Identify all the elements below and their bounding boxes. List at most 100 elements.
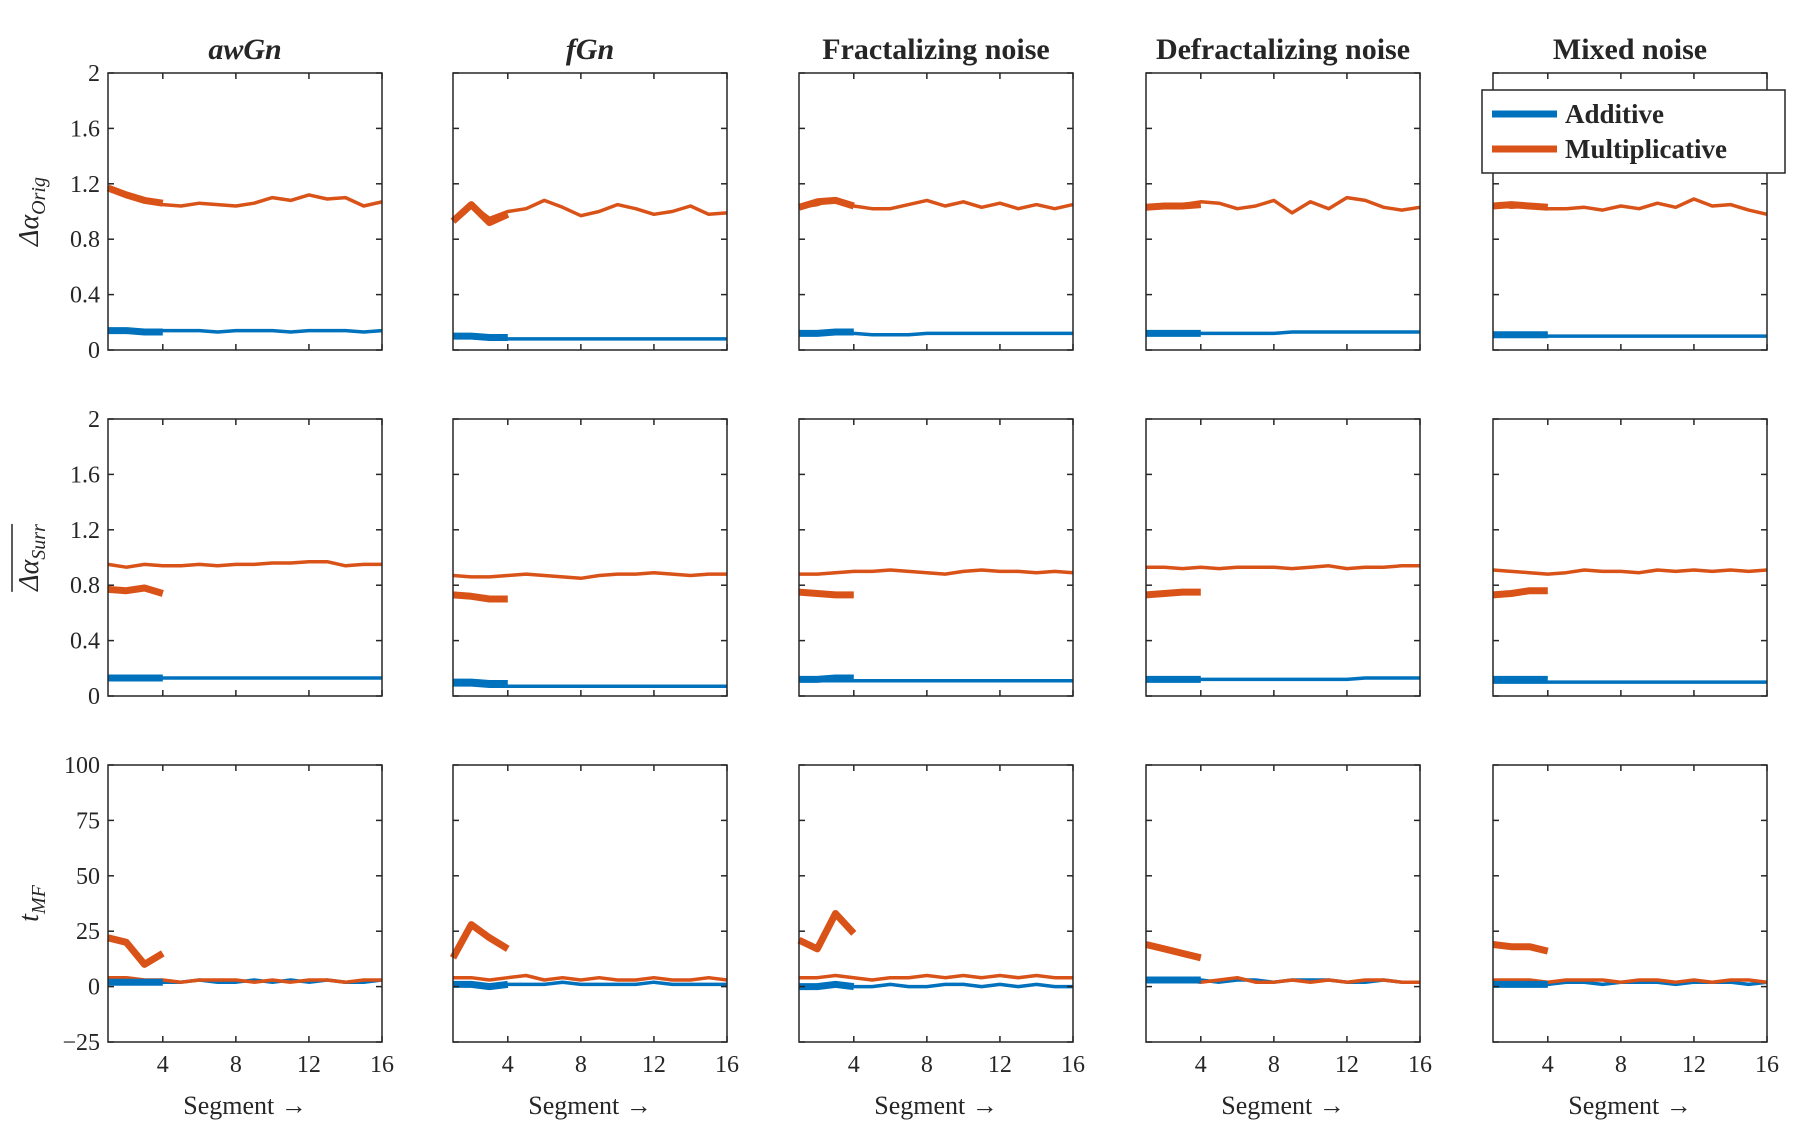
x-tick-label: 16 (1755, 1052, 1779, 1078)
segment-mean-line (453, 332, 508, 341)
mean-line (453, 973, 728, 982)
y-label-sub: Orig (28, 177, 50, 215)
y-axis-label: tMF (14, 884, 50, 921)
x-tick-label: 12 (988, 1052, 1012, 1078)
y-axis-label-text: ΔαSurr (14, 524, 50, 592)
x-tick-label: 4 (848, 1052, 860, 1078)
y-tick-label: 0 (88, 975, 100, 1001)
axes-frame (1145, 764, 1421, 1043)
y-label-main: Δα (14, 558, 45, 591)
axes-frame (107, 418, 383, 697)
y-tick-label: 1.2 (70, 518, 100, 544)
legend-label: Multiplicative (1565, 134, 1727, 164)
segment-mean-line (453, 678, 508, 687)
x-axis-label: Segment → (1568, 1091, 1692, 1120)
x-tick-label: 8 (575, 1052, 587, 1078)
x-axis-label: Segment → (1221, 1091, 1345, 1120)
axes-frame (1492, 764, 1768, 1043)
y-tick-label: 1.6 (70, 462, 100, 488)
y-tick-label: 1.6 (70, 116, 100, 142)
mean-line (107, 559, 382, 569)
y-tick-label: 100 (64, 753, 100, 779)
y-axis-label: ΔαOrig (14, 177, 50, 247)
axes-frame (1492, 72, 1768, 351)
segment-mean-line (799, 328, 854, 337)
segment-mean-line (108, 327, 163, 336)
x-tick-label: 12 (297, 1052, 321, 1078)
y-tick-label: 25 (76, 919, 100, 945)
y-tick-label: 2 (88, 407, 100, 433)
axes-frame (798, 764, 1074, 1043)
segment-mean-line (799, 980, 855, 991)
segment-mean-line (107, 934, 165, 968)
axes-frame (798, 72, 1074, 351)
segment-mean-line (450, 201, 510, 227)
y-axis-label-text: tMF (14, 884, 50, 921)
axes-frame (452, 418, 728, 697)
segment-mean-line (1492, 587, 1548, 599)
y-tick-label: 0.4 (70, 283, 100, 309)
axes-frame (1145, 72, 1421, 351)
y-label-sub: Surr (28, 524, 50, 560)
y-label-main: t (14, 913, 45, 922)
mean-line (799, 973, 1073, 982)
y-tick-label: 75 (76, 808, 100, 834)
mean-line (452, 570, 727, 581)
axes-frame (452, 72, 728, 351)
mean-line (799, 568, 1074, 576)
legend-box (1481, 89, 1786, 174)
y-label-main: Δα (14, 214, 45, 247)
panel-title: Defractalizing noise (1156, 33, 1410, 66)
y-tick-label: 0 (88, 338, 100, 364)
x-tick-label: 8 (921, 1052, 933, 1078)
segment-mean-line (797, 910, 857, 953)
y-tick-label: 2 (88, 61, 100, 87)
y-tick-label: −25 (62, 1030, 100, 1056)
x-axis-label: Segment → (874, 1091, 998, 1120)
axes-frame (1492, 418, 1768, 697)
panel-title: Mixed noise (1553, 33, 1707, 66)
segment-mean-line (106, 184, 164, 207)
axes-frame (107, 72, 383, 351)
x-tick-label: 8 (1615, 1052, 1627, 1078)
legend-label: Additive (1565, 99, 1664, 129)
segment-mean-line (107, 584, 164, 597)
x-tick-label: 4 (1195, 1052, 1207, 1078)
x-tick-label: 16 (1408, 1052, 1432, 1078)
axes-frame (107, 764, 383, 1043)
y-tick-label: 1.2 (70, 172, 100, 198)
y-tick-label: 50 (76, 864, 100, 890)
segment-mean-line (1492, 941, 1549, 955)
x-tick-label: 4 (1542, 1052, 1554, 1078)
segment-mean-line (452, 591, 508, 603)
segment-mean-line (797, 196, 855, 211)
y-label-sub: MF (28, 884, 50, 915)
segment-mean-line (798, 588, 854, 599)
x-tick-label: 4 (502, 1052, 514, 1078)
axes-frame (452, 764, 728, 1043)
x-tick-label: 4 (157, 1052, 169, 1078)
mean-line (1146, 564, 1420, 571)
mean-line (1492, 568, 1768, 576)
y-axis-label-text: ΔαOrig (14, 177, 50, 247)
y-axis-label: ΔαSurr (11, 523, 50, 592)
x-tick-label: 8 (1268, 1052, 1280, 1078)
x-axis-label: Segment → (183, 1091, 307, 1120)
segment-mean-line (453, 980, 509, 991)
x-tick-label: 12 (642, 1052, 666, 1078)
panel-title: fGn (566, 33, 614, 66)
segment-mean-line (1145, 201, 1202, 211)
segment-mean-line (1145, 941, 1202, 962)
segment-mean-line (799, 674, 854, 683)
y-tick-label: 0.4 (70, 629, 100, 655)
axes-frame (1145, 418, 1421, 697)
panel-title: Fractalizing noise (822, 33, 1049, 66)
segment-mean-line (1492, 201, 1549, 211)
x-axis-label: Segment → (528, 1091, 652, 1120)
x-tick-label: 16 (715, 1052, 739, 1078)
y-tick-label: 0 (88, 684, 100, 710)
x-tick-label: 12 (1335, 1052, 1359, 1078)
panel-title: awGn (208, 33, 281, 66)
x-tick-label: 12 (1682, 1052, 1706, 1078)
